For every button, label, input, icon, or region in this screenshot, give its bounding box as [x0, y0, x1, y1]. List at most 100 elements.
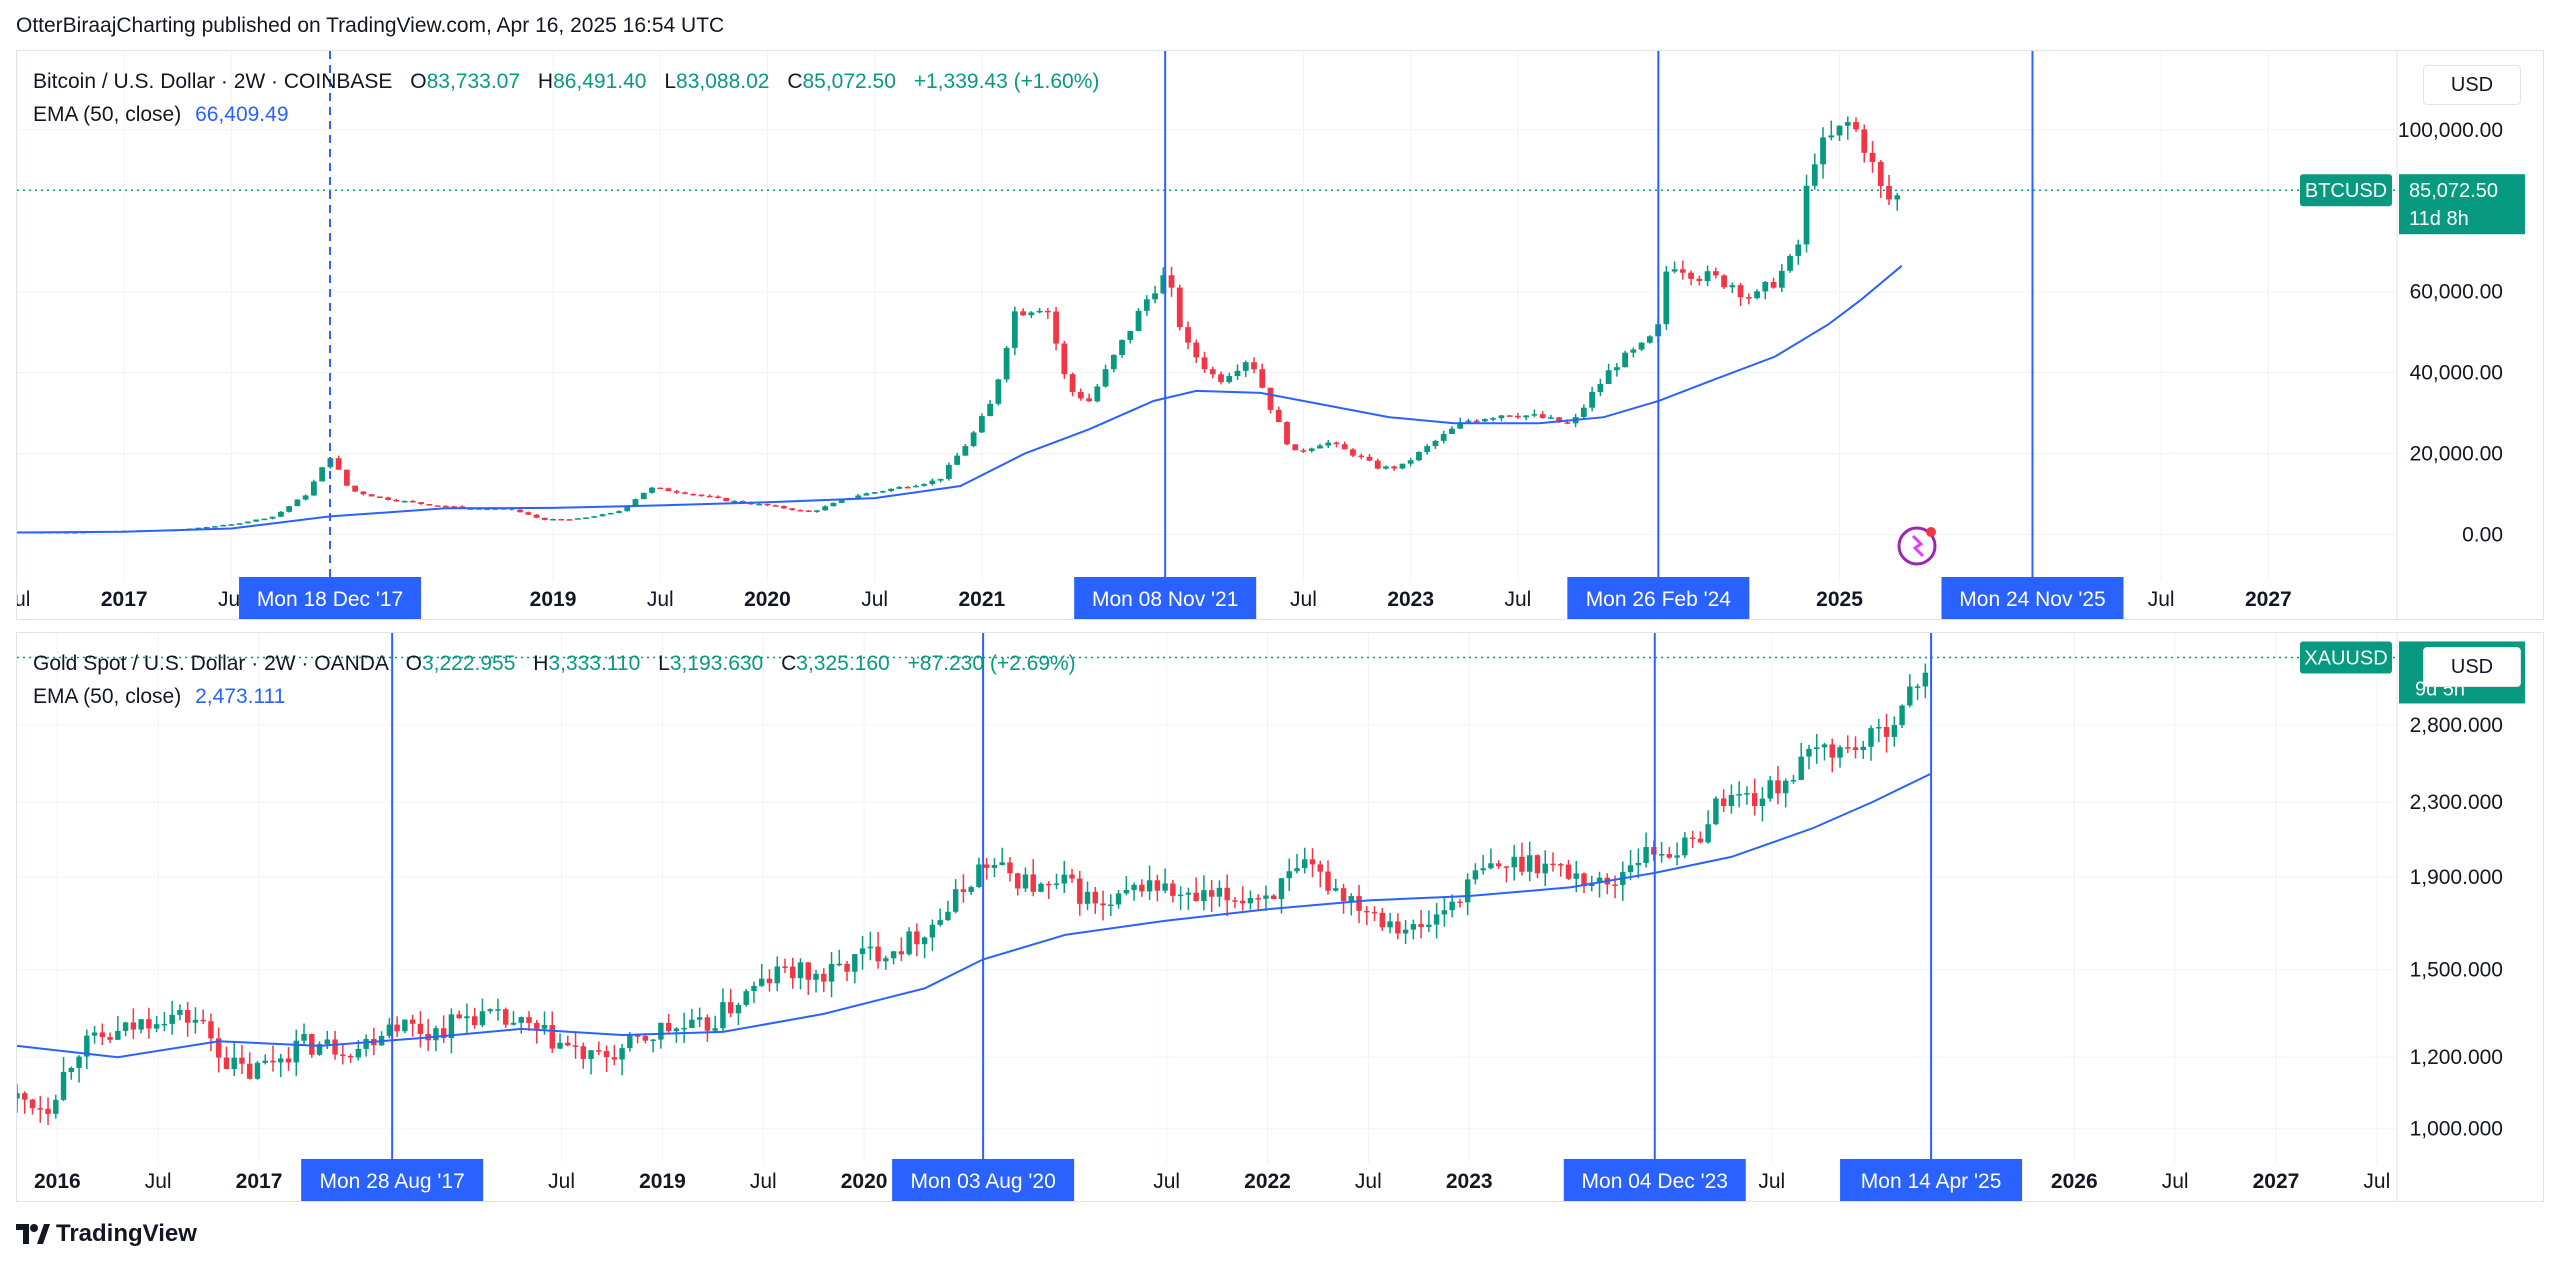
gold-candle-body: [1154, 880, 1161, 891]
gold-candle-body: [588, 1050, 594, 1059]
btc-candle-body: [591, 516, 598, 518]
btc-candle-body: [393, 499, 400, 502]
gold-candle-body: [782, 966, 788, 968]
btc-x-tick-label: Jul: [17, 588, 30, 611]
btc-candle-body: [913, 485, 919, 488]
btc-candle-body: [1209, 369, 1216, 375]
gold-candle-body: [1395, 921, 1401, 934]
btc-candle-body: [1836, 125, 1843, 136]
btc-candle-body: [1770, 281, 1777, 288]
btc-candle-body: [376, 496, 383, 499]
btc-marker-label: Mon 26 Feb '24: [1586, 588, 1732, 611]
gold-candle-body: [262, 1060, 268, 1063]
gold-marker-label: Mon 04 Dec '23: [1582, 1170, 1728, 1193]
gold-candle-body: [138, 1019, 144, 1030]
gold-candle-body: [805, 962, 811, 980]
gold-candle-body: [503, 1009, 509, 1025]
gold-candle-body: [790, 966, 796, 979]
gold-candle-body: [1907, 686, 1913, 706]
btc-marker-label-bg: [1074, 577, 1257, 619]
btc-candle-body: [607, 512, 614, 515]
btc-candle-body: [343, 469, 350, 486]
gold-candle-body: [704, 1017, 711, 1031]
btc-candle-body: [1778, 270, 1785, 288]
gold-chart-pane[interactable]: 1,000.000 1,200.000 1,500.000 1,900.000 2,30…: [16, 632, 2544, 1202]
gold-candle-body: [518, 1017, 524, 1023]
gold-symbol-label[interactable]: Gold Spot / U.S. Dollar · 2W · OANDA: [33, 652, 388, 675]
btc-x-tick-label: 2017: [101, 588, 148, 611]
gold-candle-body: [999, 862, 1005, 866]
gold-currency-button[interactable]: USD: [2423, 647, 2521, 687]
gold-candle-body: [68, 1067, 75, 1072]
btc-candle-body: [442, 505, 449, 508]
btc-candle-body: [1341, 444, 1348, 450]
gold-candle-body: [929, 924, 936, 938]
btc-candle-body: [1869, 152, 1876, 162]
gold-x-tick-label: Jul: [548, 1170, 575, 1193]
gold-x-tick-label: Jul: [1758, 1170, 1785, 1193]
gold-chart-svg[interactable]: 1,000.000 1,200.000 1,500.000 1,900.000 2,30…: [17, 633, 2543, 1201]
btc-x-tick-label: 2019: [530, 588, 577, 611]
btc-legend: Bitcoin / U.S. Dollar · 2W · COINBASE O8…: [33, 65, 1099, 131]
gold-candle-body: [991, 865, 998, 868]
tradingview-footer[interactable]: TradingView: [16, 1220, 197, 1248]
gold-candle-body: [278, 1058, 284, 1063]
gold-candle-body: [1845, 747, 1851, 749]
btc-candle-body: [937, 478, 944, 481]
gold-ema-label[interactable]: EMA (50, close): [33, 685, 182, 708]
btc-candle-body: [385, 497, 391, 500]
btc-ema-label[interactable]: EMA (50, close): [33, 103, 182, 126]
gold-y-tick-label: 1,900.000: [2410, 866, 2503, 889]
tradingview-brand: TradingView: [56, 1220, 197, 1247]
btc-candle-body: [1457, 422, 1464, 429]
btc-chart-svg[interactable]: 0.00 20,000.00 40,000.00 60,000.00 100,000.0…: [17, 51, 2543, 619]
btc-x-tick-label: Jul: [1504, 588, 1531, 611]
gold-candle-body: [1410, 924, 1417, 930]
btc-candle-body: [1688, 272, 1694, 279]
btc-candle-body: [286, 506, 293, 512]
gold-candle-body: [301, 1034, 307, 1041]
btc-candle-body: [1407, 460, 1414, 464]
gold-candle-body: [1581, 873, 1587, 886]
btc-candle-body: [1696, 278, 1703, 282]
gold-candle-body: [1364, 910, 1370, 913]
gold-candle-body: [456, 1014, 462, 1019]
btc-candle-body: [995, 379, 1002, 404]
gold-candle-body: [867, 946, 874, 949]
gold-x-tick-label: 2027: [2253, 1170, 2300, 1193]
gold-candle-body: [1457, 901, 1463, 904]
gold-candle-body: [1759, 798, 1766, 806]
gold-candle-body: [914, 931, 920, 945]
btc-candle-body: [970, 432, 977, 447]
btc-candle-body: [1185, 327, 1191, 343]
btc-marker-label: Mon 18 Dec '17: [257, 588, 403, 611]
btc-currency-button[interactable]: USD: [2423, 65, 2521, 105]
btc-candle-body: [649, 487, 655, 493]
btc-candle-body: [1020, 311, 1026, 316]
gold-candle-body: [1488, 863, 1494, 869]
gold-candle-body: [821, 973, 827, 982]
btc-candle-body: [1325, 442, 1332, 446]
btc-y-tick-label: 40,000.00: [2410, 362, 2503, 385]
gold-candle-body: [1674, 855, 1680, 858]
btc-chart-pane[interactable]: 0.00 20,000.00 40,000.00 60,000.00 100,000.0…: [16, 50, 2544, 620]
gold-candle-body: [91, 1032, 98, 1036]
gold-candle-body: [1542, 863, 1548, 874]
btc-marker-label: Mon 24 Nov '25: [1959, 588, 2105, 611]
gold-candle-body: [751, 985, 757, 992]
btc-candle-body: [1275, 409, 1282, 423]
btc-candle-body: [723, 497, 730, 502]
btc-candle-body: [1333, 442, 1340, 445]
btc-symbol-label[interactable]: Bitcoin / U.S. Dollar · 2W · COINBASE: [33, 70, 393, 93]
sparkle-assistant-icon[interactable]: [1897, 526, 1937, 566]
gold-candle-body: [1309, 859, 1316, 865]
gold-candle-body: [448, 1014, 455, 1039]
gold-candle-body: [1526, 855, 1533, 872]
gold-candle-body: [1069, 874, 1075, 879]
gold-candle-body: [409, 1019, 416, 1024]
gold-candle-body: [1092, 891, 1099, 904]
btc-candle-body: [1498, 415, 1505, 419]
btc-candle-body: [772, 505, 779, 507]
gold-candle-body: [84, 1035, 90, 1057]
btc-candle-body: [1267, 387, 1274, 410]
